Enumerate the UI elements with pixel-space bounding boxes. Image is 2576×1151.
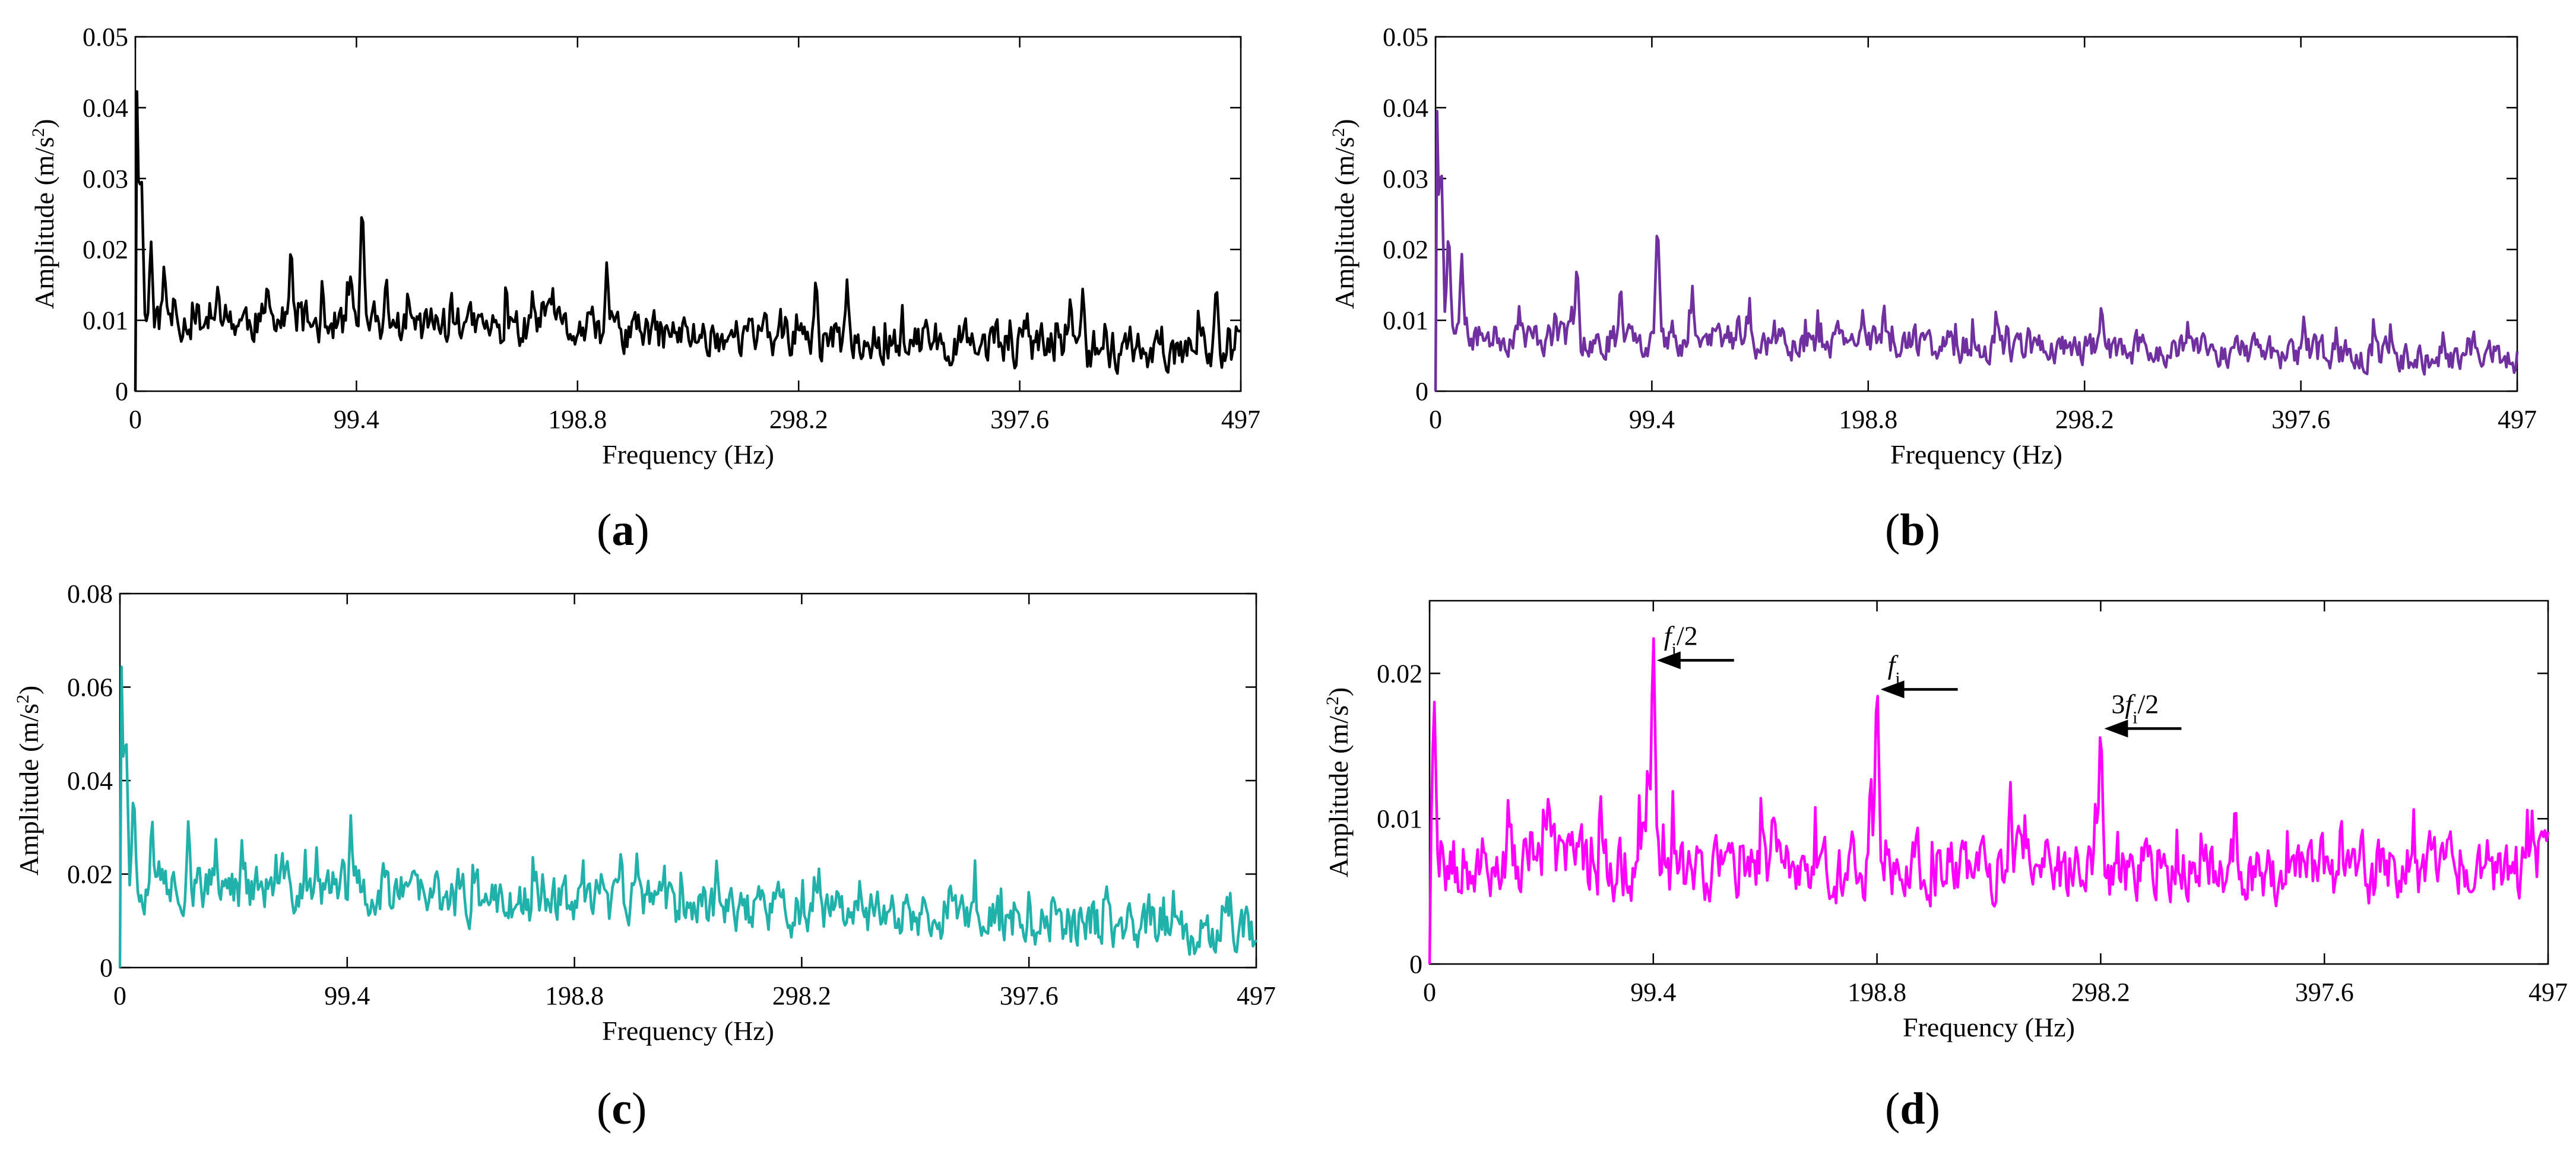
caption-d: (d) (1885, 1084, 1940, 1134)
caption-a: (a) (597, 505, 649, 555)
annotation-label: fi/2 (1664, 620, 1698, 659)
x-tick-label: 99.4 (324, 981, 370, 1010)
x-axis-label: Frequency (Hz) (602, 1016, 774, 1046)
x-tick-label: 397.6 (1000, 981, 1059, 1010)
series-line (134, 90, 1241, 392)
y-axis-label: Amplitude (m/s2) (13, 686, 45, 876)
chart-c: 0 99.4 198.8 298.2 397.6 497 0 0.02 0.04 0.06 0.08… (13, 579, 1276, 1046)
series-line (1428, 637, 2550, 965)
y-tick-label: 0.02 (1383, 235, 1428, 264)
x-tick-label: 497 (1221, 405, 1260, 434)
axes-frame (119, 592, 1257, 969)
y-tick-label: 0.01 (1377, 804, 1422, 833)
x-tick-label: 298.2 (772, 981, 831, 1010)
x-tick-label: 198.8 (1848, 978, 1906, 1007)
x-axis-label: Frequency (Hz) (1903, 1012, 2075, 1042)
x-tick-label: 99.4 (1630, 978, 1676, 1007)
x-tick-label: 99.4 (1629, 405, 1675, 434)
x-tick-label: 198.8 (548, 405, 607, 434)
y-axis-label: Amplitude (m/s2) (28, 119, 60, 309)
chart-a: 0 99.4 198.8 298.2 397.6 497 0 0.01 0.02 0.03 0.04… (28, 23, 1261, 470)
y-axis-label: Amplitude (m/s2) (1329, 119, 1360, 309)
y-tick-label: 0.05 (83, 23, 128, 52)
y-tick-label: 0 (1415, 377, 1428, 406)
y-tick-label: 0.04 (83, 93, 128, 122)
caption-c: (c) (597, 1084, 647, 1134)
y-tick-label: 0.02 (83, 235, 128, 264)
annotation-arrow-head (1880, 680, 1905, 699)
y-tick-label: 0.01 (1383, 306, 1428, 335)
series-line (1434, 109, 2519, 392)
y-tick-label: 0 (100, 953, 113, 982)
x-axis-label: Frequency (Hz) (602, 439, 774, 470)
series-line (118, 665, 1257, 968)
x-tick-label: 497 (2529, 978, 2568, 1007)
y-tick-label: 0.03 (1383, 164, 1428, 194)
x-tick-label: 397.6 (2271, 405, 2330, 434)
annotation: fi/2 (1656, 620, 1734, 670)
x-tick-label: 0 (1423, 978, 1436, 1007)
annotation: 3fi/2 (2104, 689, 2182, 738)
annotation: fi (1880, 649, 1958, 699)
x-tick-label: 198.8 (545, 981, 604, 1010)
x-tick-label: 0 (113, 981, 126, 1010)
annotation-arrow-head (1656, 651, 1681, 670)
x-tick-label: 0 (1429, 405, 1442, 434)
axes-frame (1428, 600, 2549, 965)
annotation-label: fi (1888, 649, 1900, 688)
x-tick-label: 298.2 (2071, 978, 2130, 1007)
x-tick-label: 497 (2498, 405, 2537, 434)
x-tick-label: 0 (129, 405, 142, 434)
x-axis-label: Frequency (Hz) (1890, 439, 2062, 470)
y-tick-label: 0.08 (67, 579, 113, 608)
x-tick-label: 497 (1237, 981, 1276, 1010)
y-tick-label: 0 (115, 377, 128, 406)
x-tick-label: 397.6 (2295, 978, 2354, 1007)
y-axis-label: Amplitude (m/s2) (1323, 687, 1354, 877)
x-tick-label: 298.2 (2055, 405, 2114, 434)
y-tick-label: 0.06 (67, 673, 113, 702)
x-tick-label: 99.4 (334, 405, 379, 434)
y-tick-label: 0.02 (67, 860, 113, 889)
y-tick-label: 0.02 (1377, 659, 1422, 688)
annotation-label: 3fi/2 (2111, 689, 2159, 727)
x-tick-label: 198.8 (1839, 405, 1897, 434)
x-tick-label: 397.6 (990, 405, 1049, 434)
x-tick-label: 298.2 (769, 405, 828, 434)
y-tick-label: 0.03 (83, 164, 128, 194)
y-tick-label: 0.04 (1383, 93, 1428, 122)
y-tick-label: 0 (1409, 950, 1422, 979)
annotation-arrow-head (2104, 719, 2128, 738)
chart-b: 0 99.4 198.8 298.2 397.6 497 0 0.01 0.02 0.03 0.04… (1329, 23, 2537, 470)
chart-d: 0 99.4 198.8 298.2 397.6 497 0 0.01 0.02 Frequenc… (1323, 600, 2568, 1042)
caption-b: (b) (1885, 505, 1940, 555)
y-tick-label: 0.04 (67, 766, 113, 795)
y-tick-label: 0.05 (1383, 23, 1428, 52)
y-tick-label: 0.01 (83, 306, 128, 335)
